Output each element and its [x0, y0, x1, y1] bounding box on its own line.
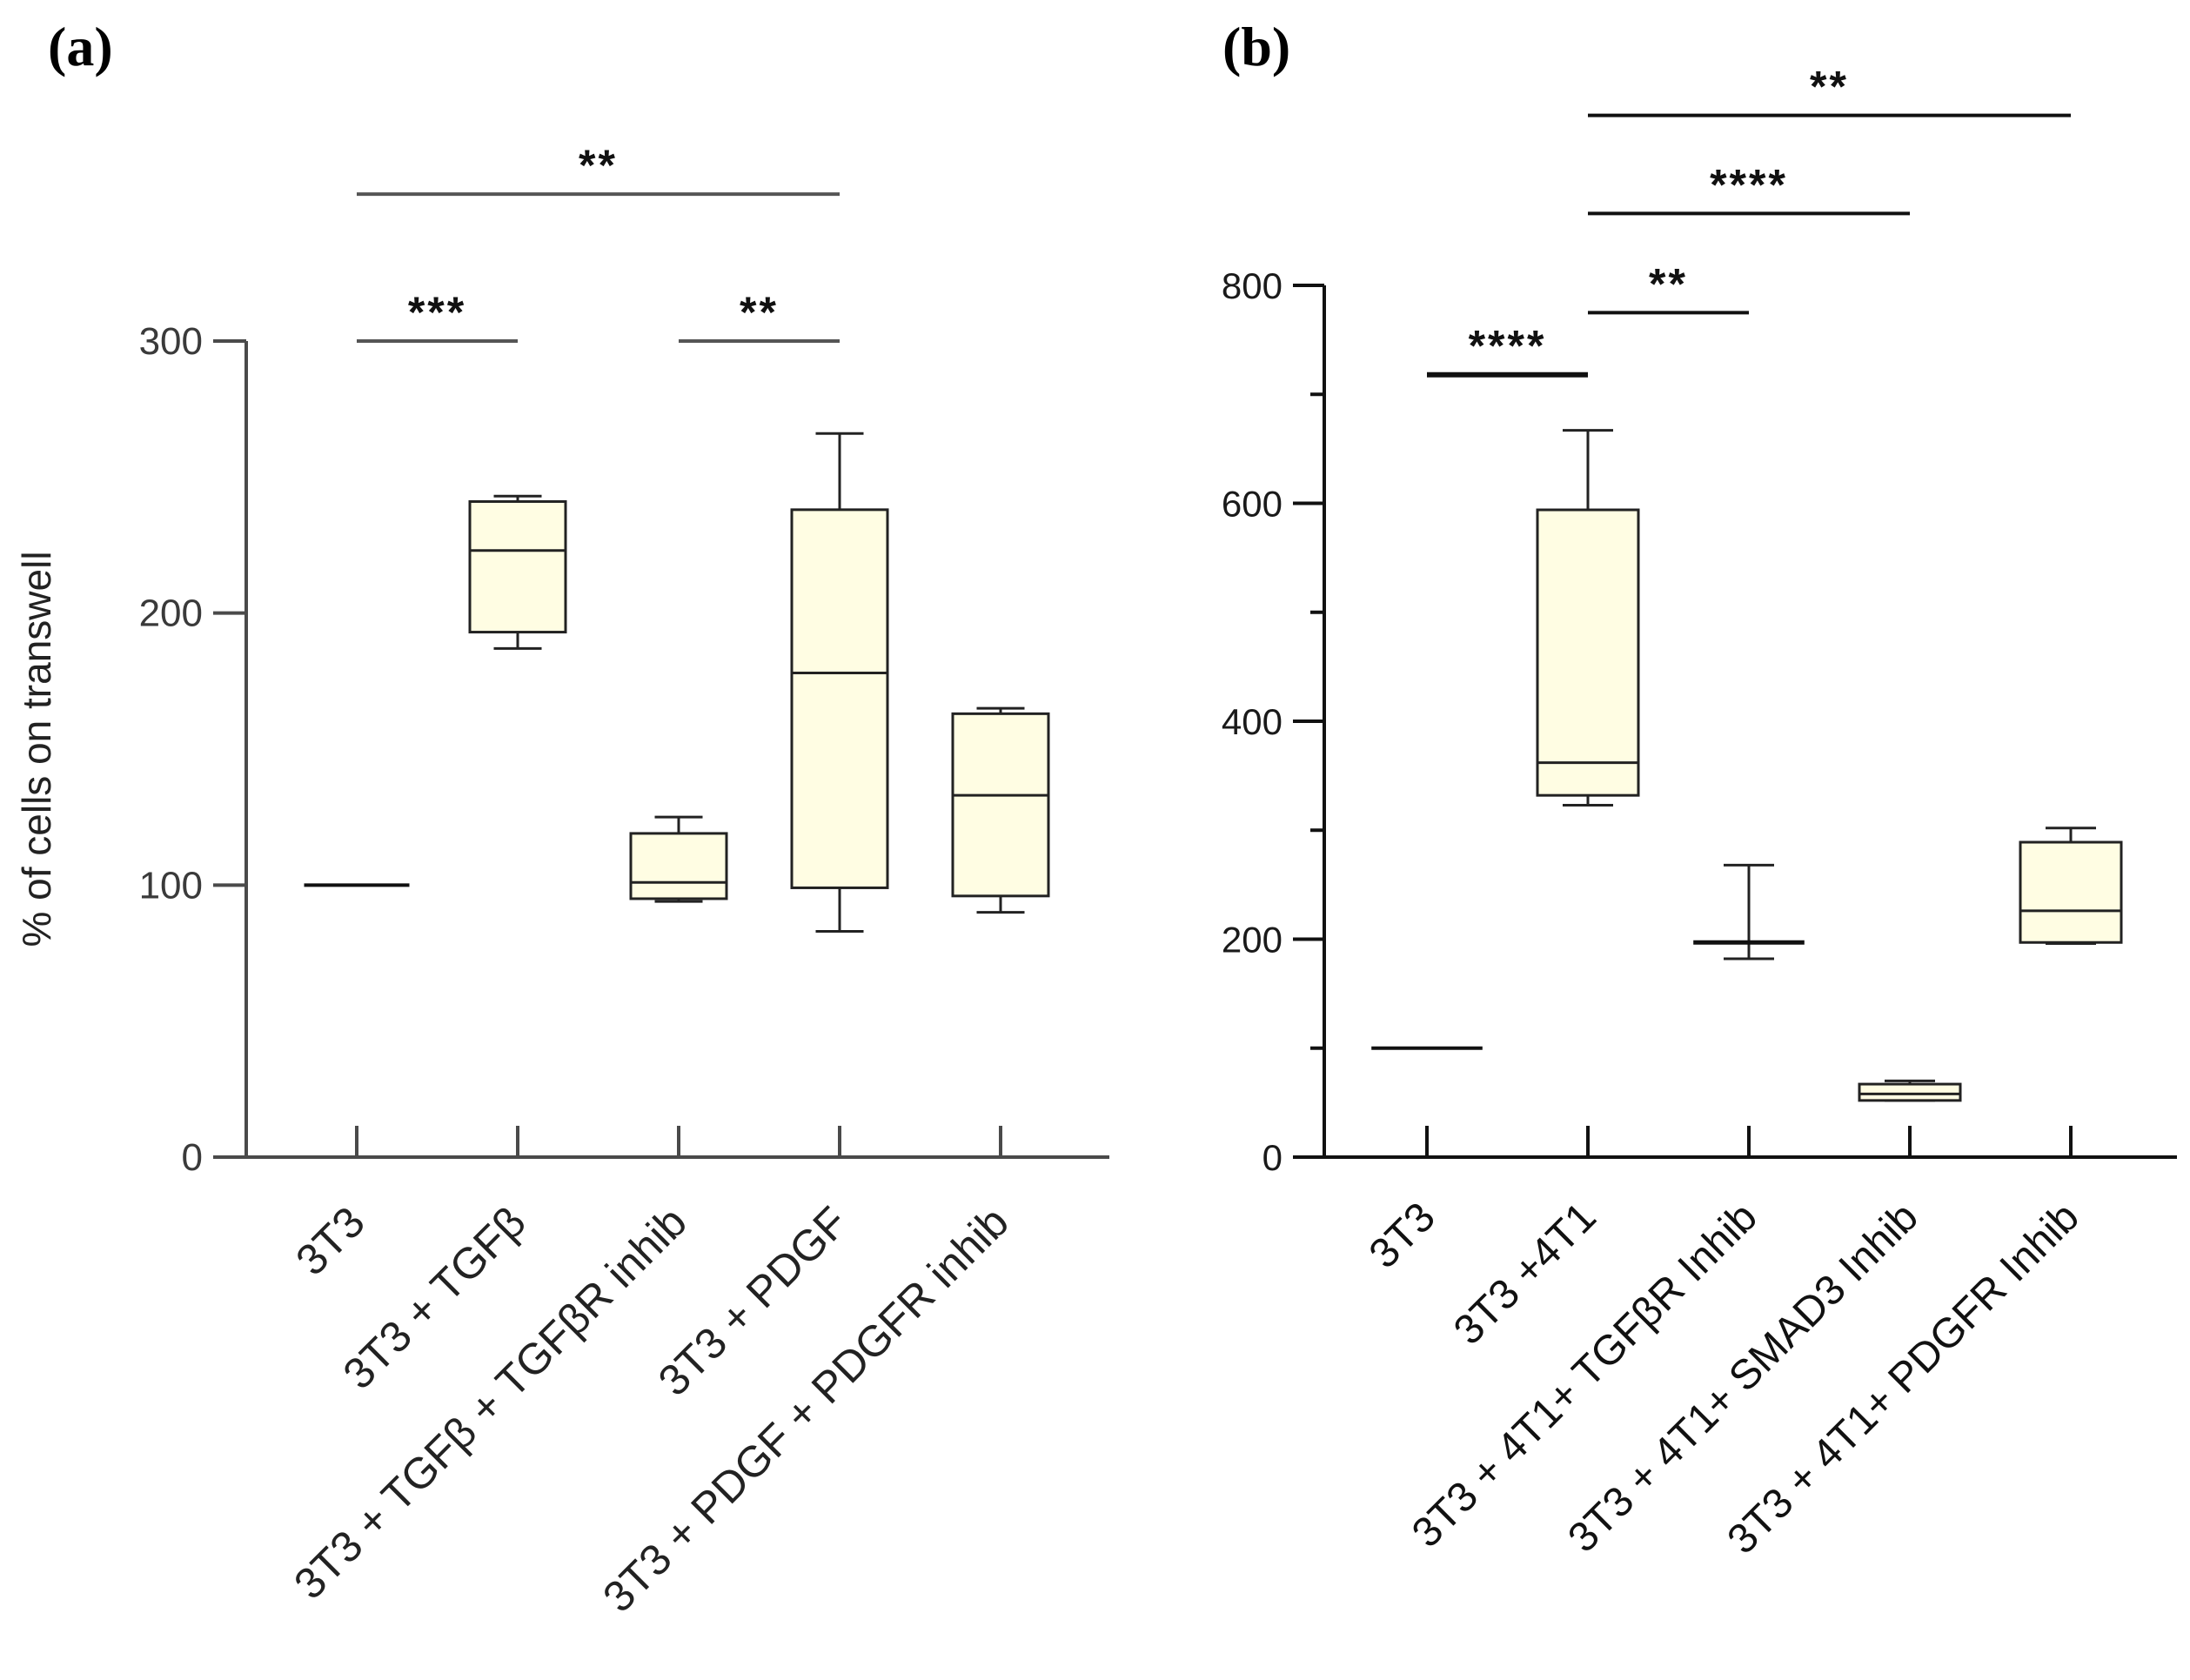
y-tick-label: 200	[139, 592, 203, 635]
y-axis-title: % of cells on transwell	[14, 551, 59, 947]
box-iqr	[790, 508, 889, 889]
box-1	[1536, 429, 1640, 807]
significance-label: **	[740, 288, 779, 337]
y-tick-label: 200	[1222, 920, 1283, 960]
y-tick-label: 0	[1262, 1137, 1283, 1178]
x-category-label: 3T3	[1361, 1194, 1444, 1277]
box-4	[2019, 827, 2123, 946]
box-3	[790, 432, 889, 933]
significance-label: ***	[408, 288, 466, 337]
significance-label: **	[579, 141, 618, 190]
box-iqr	[629, 832, 728, 900]
box-2	[629, 815, 728, 903]
y-tick-label: 800	[1222, 265, 1283, 306]
box-iqr	[951, 712, 1050, 898]
box-iqr	[1536, 508, 1640, 797]
significance-label: ****	[1469, 322, 1547, 371]
y-tick-label: 0	[182, 1136, 203, 1179]
panel-label-a: (a)	[48, 16, 113, 77]
significance-label: **	[1810, 63, 1849, 111]
box-3	[1858, 1079, 1962, 1102]
significance-label: ****	[1710, 160, 1788, 209]
y-tick-label: 100	[139, 864, 203, 907]
y-tick-label: 400	[1222, 701, 1283, 742]
x-category-label: 3T3 + 4T1+ TGFβR Inhib	[1403, 1194, 1766, 1556]
box-iqr	[1858, 1082, 1962, 1102]
x-category-label: 3T3	[286, 1197, 374, 1285]
panel-label-b: (b)	[1222, 16, 1290, 77]
box-1	[468, 494, 567, 650]
box-iqr	[2019, 840, 2123, 944]
box-iqr	[468, 499, 567, 634]
box-4	[951, 706, 1050, 914]
significance-label: **	[1649, 259, 1688, 308]
y-tick-label: 300	[139, 320, 203, 363]
box-2	[1693, 863, 1805, 960]
y-tick-label: 600	[1222, 484, 1283, 525]
x-category-label: 3T3 +4T1	[1445, 1194, 1605, 1354]
